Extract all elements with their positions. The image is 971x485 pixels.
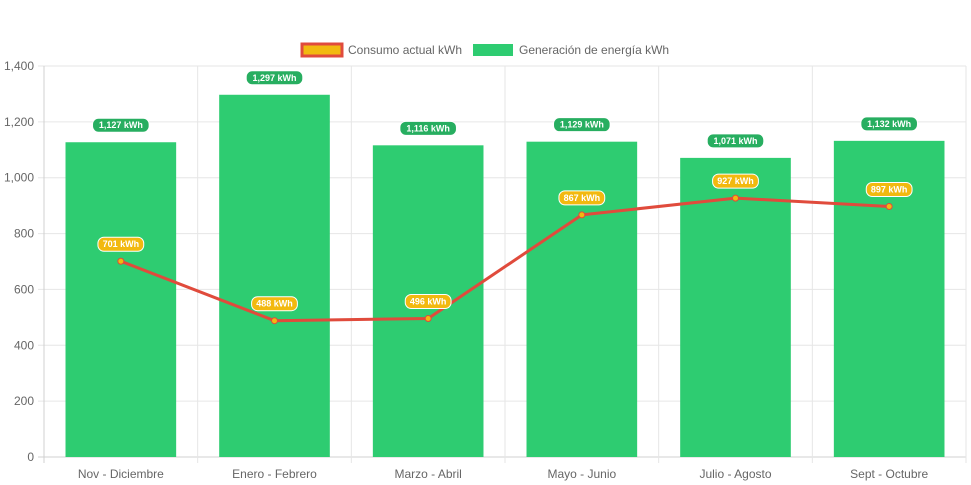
- line-data-label: 867 kWh: [558, 190, 606, 206]
- legend-label-generacion[interactable]: Generación de energía kWh: [519, 43, 669, 57]
- y-tick-label: 1,400: [4, 59, 34, 73]
- bar-series: [65, 94, 945, 458]
- x-tick-label: Mayo - Junio: [547, 467, 616, 481]
- line-point[interactable]: [271, 317, 278, 325]
- x-tick-label: Marzo - Abril: [394, 467, 461, 481]
- line-data-label: 488 kWh: [251, 296, 298, 312]
- legend-swatch-generacion[interactable]: [473, 44, 513, 56]
- y-tick-label: 1,200: [4, 115, 34, 129]
- y-tick-label: 600: [14, 282, 34, 296]
- bar-data-label-text: 1,129 kWh: [560, 120, 604, 130]
- line-point[interactable]: [117, 257, 125, 265]
- bar-data-label-text: 1,297 kWh: [252, 73, 296, 83]
- line-point[interactable]: [578, 211, 586, 219]
- line-data-label-text: 701 kWh: [103, 239, 140, 249]
- bar[interactable]: [219, 94, 330, 458]
- line-series: [117, 194, 893, 325]
- consumo-line: [120, 196, 890, 323]
- y-tick-label: 0: [27, 450, 34, 464]
- line-data-label-bg: [97, 236, 145, 252]
- line-data-label-bg: [404, 293, 452, 309]
- bar-data-label-text: 1,132 kWh: [867, 119, 911, 129]
- bar-data-label-bg: [245, 70, 304, 86]
- bar[interactable]: [65, 142, 177, 457]
- x-tick-label: Enero - Febrero: [232, 467, 317, 481]
- line-data-label: 701 kWh: [97, 236, 145, 252]
- bar-data-label-text: 1,071 kWh: [713, 136, 757, 146]
- x-tick-label: Nov - Diciembre: [78, 467, 164, 481]
- bar[interactable]: [680, 157, 791, 457]
- x-tick-label: Sept - Octubre: [850, 467, 928, 481]
- data-labels: 1,127 kWh 1,297 kWh 1,116 kWh 1,129 kWh 1,07…: [92, 70, 918, 312]
- bar-data-label: 1,297 kWh: [245, 70, 304, 86]
- line-data-label-text: 488 kWh: [256, 299, 293, 309]
- line-data-label: 927 kWh: [712, 173, 759, 189]
- legend: Consumo actual kWh Generación de energía…: [300, 42, 669, 58]
- line-data-label-text: 927 kWh: [717, 176, 754, 186]
- legend-label-consumo[interactable]: Consumo actual kWh: [348, 43, 462, 57]
- line-data-label-bg: [712, 173, 759, 189]
- bar-data-label-bg: [860, 116, 918, 132]
- bar-data-label: 1,116 kWh: [399, 120, 457, 136]
- bar-data-label: 1,129 kWh: [553, 117, 611, 133]
- grid: [38, 65, 967, 463]
- line-data-label-text: 496 kWh: [410, 296, 447, 306]
- line-data-label-bg: [558, 190, 606, 206]
- y-tick-label: 1,000: [4, 171, 34, 185]
- bar-data-label-bg: [92, 117, 150, 133]
- bar-data-label-bg: [553, 117, 611, 133]
- line-data-label-text: 867 kWh: [564, 193, 601, 203]
- line-point[interactable]: [424, 314, 432, 322]
- line-point[interactable]: [732, 194, 739, 202]
- bar-data-label: 1,127 kWh: [92, 117, 150, 133]
- line-data-label: 897 kWh: [865, 181, 913, 197]
- axes: 0 200 400 600 800 1,000 1,200 1,400 Nov - Diciem…: [4, 59, 929, 481]
- x-tick-label: Julio - Agosto: [699, 467, 771, 481]
- line-data-label-text: 897 kWh: [871, 184, 908, 194]
- line-data-label-bg: [865, 181, 913, 197]
- line-point[interactable]: [885, 202, 893, 210]
- bar-data-label-text: 1,127 kWh: [99, 120, 143, 130]
- bar[interactable]: [526, 141, 638, 457]
- line-data-label-bg: [251, 296, 298, 312]
- y-tick-label: 800: [14, 227, 34, 241]
- y-tick-label: 400: [14, 338, 34, 352]
- bar-data-label-bg: [706, 133, 765, 149]
- legend-swatch-consumo[interactable]: [300, 42, 344, 58]
- bar-data-label-text: 1,116 kWh: [406, 123, 450, 133]
- line-data-label: 496 kWh: [404, 293, 452, 309]
- bar-data-label: 1,071 kWh: [706, 133, 765, 149]
- y-tick-label: 200: [14, 394, 34, 408]
- bar-data-label: 1,132 kWh: [860, 116, 918, 132]
- bar-data-label-bg: [399, 120, 457, 136]
